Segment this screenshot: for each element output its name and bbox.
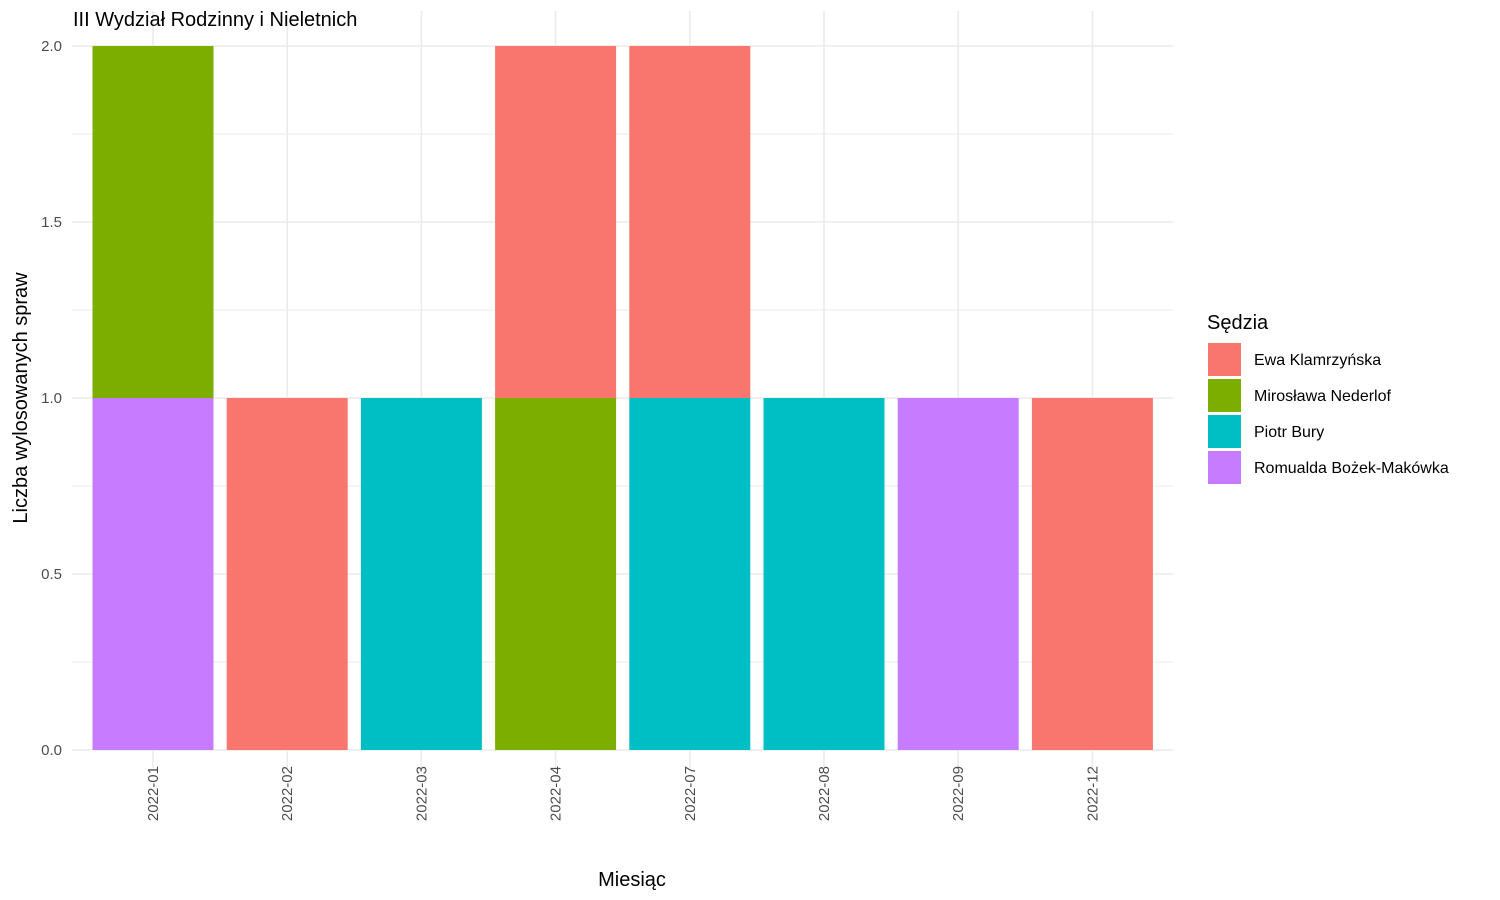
- legend-label: Romualda Bożek-Makówka: [1254, 460, 1449, 477]
- x-axis-ticks: 2022-01 2022-02 2022-03 2022-04 2022-07 2022-…: [145, 766, 1101, 821]
- legend-items: Ewa Klamrzyńska Mirosława Nederlof Piotr B…: [1208, 343, 1449, 484]
- bar-segment: [226, 398, 348, 750]
- y-axis-ticks: 0.0 0.5 1.0 1.5 2.0: [41, 38, 62, 759]
- legend-label: Mirosława Nederlof: [1254, 388, 1391, 405]
- legend-title: Sędzia: [1207, 312, 1269, 334]
- bar-segment: [360, 398, 482, 750]
- bar-segment: [1031, 398, 1153, 750]
- chart-title: III Wydział Rodzinny i Nieletnich: [73, 9, 357, 31]
- y-tick-label: 0.0: [41, 742, 62, 759]
- y-axis-title: Liczba wylosowanych spraw: [10, 272, 32, 524]
- bar-segment: [897, 398, 1019, 750]
- bar-segment: [629, 398, 751, 750]
- bar-segment: [495, 398, 617, 750]
- x-tick-label: 2022-08: [816, 766, 833, 821]
- y-tick-label: 1.5: [41, 214, 62, 231]
- legend: Sędzia Ewa Klamrzyńska Mirosława Nederlof…: [1207, 312, 1449, 484]
- legend-label: Ewa Klamrzyńska: [1254, 352, 1381, 369]
- y-tick-label: 2.0: [41, 38, 62, 55]
- legend-swatch: [1208, 379, 1241, 412]
- x-tick-label: 2022-07: [682, 766, 699, 821]
- bar-segment: [495, 46, 617, 398]
- bars-layer: [92, 46, 1153, 750]
- x-tick-label: 2022-09: [950, 766, 967, 821]
- x-tick-label: 2022-03: [413, 766, 430, 821]
- bar-segment: [763, 398, 885, 750]
- x-tick-label: 2022-01: [145, 766, 162, 821]
- legend-swatch: [1208, 415, 1241, 448]
- bar-segment: [92, 46, 214, 398]
- x-tick-label: 2022-02: [279, 766, 296, 821]
- legend-swatch: [1208, 343, 1241, 376]
- legend-label: Piotr Bury: [1254, 424, 1324, 441]
- y-tick-label: 1.0: [41, 390, 62, 407]
- x-tick-label: 2022-04: [548, 766, 565, 821]
- bar-segment: [92, 398, 214, 750]
- x-tick-label: 2022-12: [1084, 766, 1101, 821]
- x-axis-title: Miesiąc: [598, 869, 666, 891]
- y-tick-label: 0.5: [41, 566, 62, 583]
- legend-swatch: [1208, 451, 1241, 484]
- bar-segment: [629, 46, 751, 398]
